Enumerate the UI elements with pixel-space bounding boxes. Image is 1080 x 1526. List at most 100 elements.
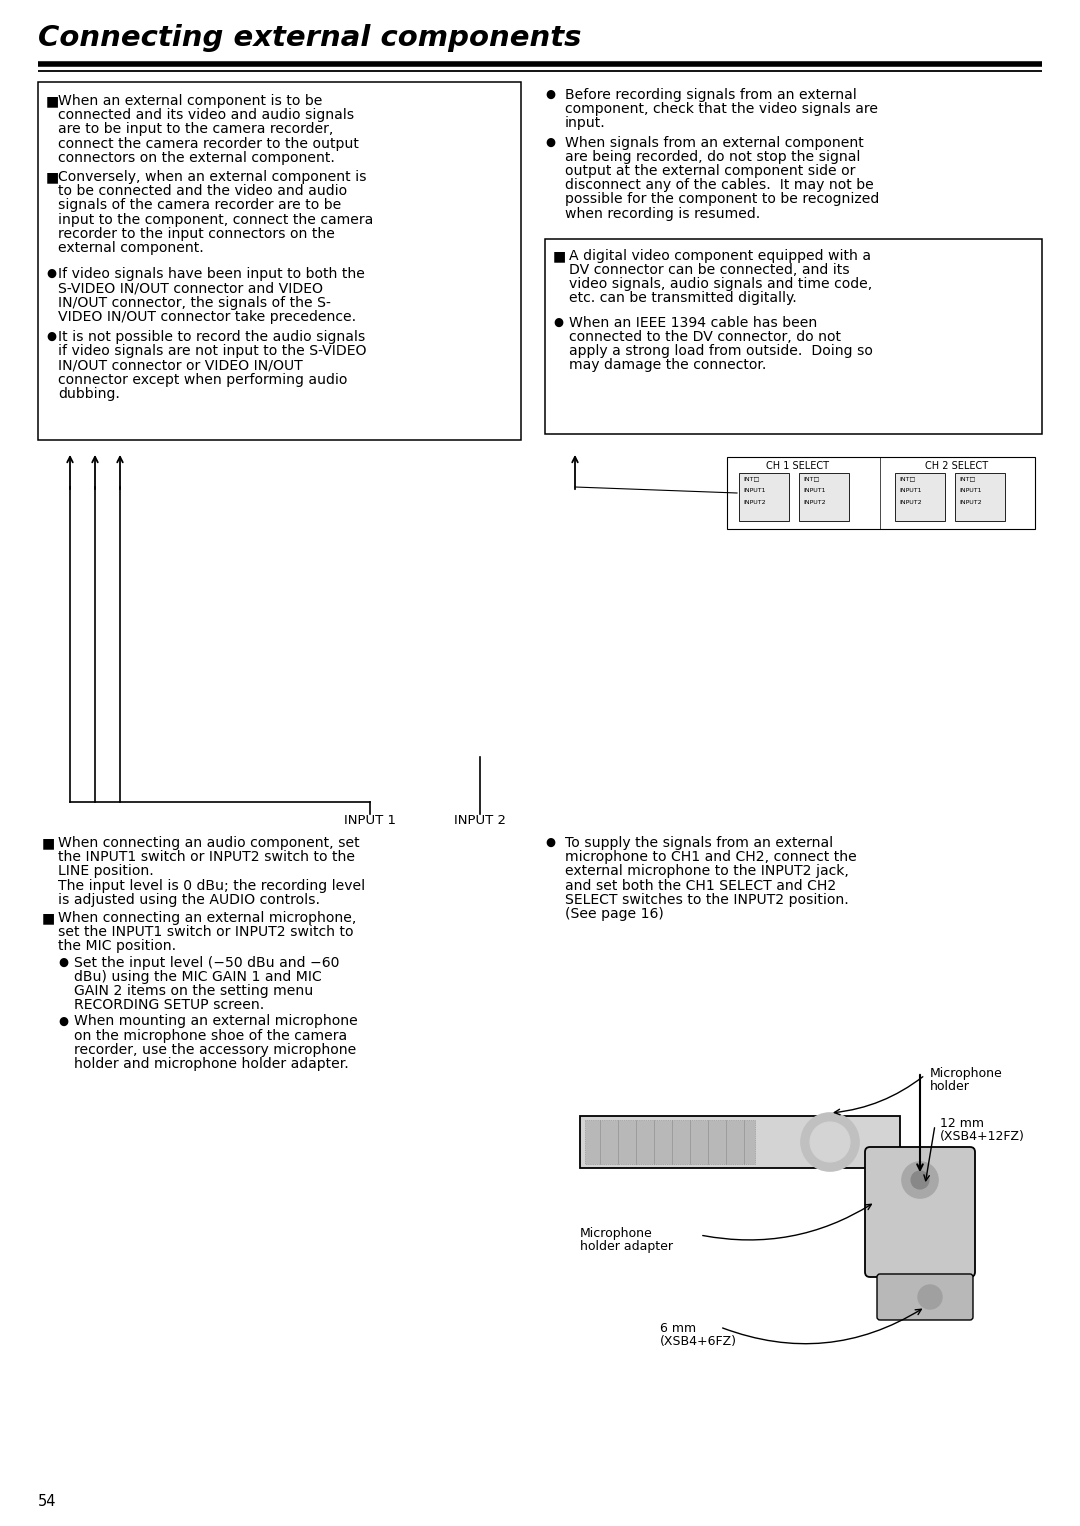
Text: the INPUT1 switch or INPUT2 switch to the: the INPUT1 switch or INPUT2 switch to th…: [58, 850, 355, 864]
Text: on the microphone shoe of the camera: on the microphone shoe of the camera: [75, 1029, 347, 1042]
Text: 54: 54: [38, 1494, 56, 1509]
Text: connected and its video and audio signals: connected and its video and audio signal…: [58, 108, 354, 122]
Text: When connecting an audio component, set: When connecting an audio component, set: [58, 836, 360, 850]
Text: Before recording signals from an external: Before recording signals from an externa…: [565, 89, 856, 102]
Text: recorder to the input connectors on the: recorder to the input connectors on the: [58, 227, 335, 241]
Text: Set the input level (−50 dBu and −60: Set the input level (−50 dBu and −60: [75, 955, 339, 969]
Text: To supply the signals from an external: To supply the signals from an external: [565, 836, 833, 850]
Text: disconnect any of the cables.  It may not be: disconnect any of the cables. It may not…: [565, 179, 874, 192]
Text: When connecting an external microphone,: When connecting an external microphone,: [58, 911, 356, 925]
Text: 12 mm: 12 mm: [940, 1117, 984, 1129]
Text: component, check that the video signals are: component, check that the video signals …: [565, 102, 878, 116]
Text: input to the component, connect the camera: input to the component, connect the came…: [58, 212, 374, 226]
Text: Connecting external components: Connecting external components: [38, 24, 581, 52]
Text: INPUT 2: INPUT 2: [454, 813, 507, 827]
Text: are being recorded, do not stop the signal: are being recorded, do not stop the sign…: [565, 150, 861, 163]
Text: ●: ●: [46, 330, 56, 343]
Text: INPUT2: INPUT2: [899, 501, 921, 505]
Text: INPUT1: INPUT1: [959, 488, 982, 493]
Text: ●: ●: [545, 136, 555, 148]
Circle shape: [801, 1112, 859, 1170]
Text: the MIC position.: the MIC position.: [58, 940, 176, 954]
Text: ●: ●: [46, 267, 56, 281]
Text: dubbing.: dubbing.: [58, 386, 120, 401]
Text: if video signals are not input to the S-VIDEO: if video signals are not input to the S-…: [58, 345, 366, 359]
Text: When signals from an external component: When signals from an external component: [565, 136, 864, 150]
Text: and set both the CH1 SELECT and CH2: and set both the CH1 SELECT and CH2: [565, 879, 836, 893]
Text: INPUT1: INPUT1: [804, 488, 825, 493]
Text: microphone to CH1 and CH2, connect the: microphone to CH1 and CH2, connect the: [565, 850, 856, 864]
Text: Conversely, when an external component is: Conversely, when an external component i…: [58, 169, 366, 185]
Text: external component.: external component.: [58, 241, 204, 255]
Text: INPUT2: INPUT2: [959, 501, 982, 505]
Text: dBu) using the MIC GAIN 1 and MIC: dBu) using the MIC GAIN 1 and MIC: [75, 971, 322, 984]
Circle shape: [902, 1161, 939, 1198]
Text: ●: ●: [58, 955, 68, 969]
Text: GAIN 2 items on the setting menu: GAIN 2 items on the setting menu: [75, 984, 313, 998]
Text: 6 mm: 6 mm: [660, 1322, 697, 1335]
Text: INPUT2: INPUT2: [804, 501, 825, 505]
Text: connectors on the external component.: connectors on the external component.: [58, 151, 335, 165]
Text: ■: ■: [553, 249, 566, 262]
Text: ■: ■: [46, 169, 59, 185]
Text: ●: ●: [545, 89, 555, 101]
Bar: [799, 473, 849, 520]
Text: INT□: INT□: [899, 476, 916, 481]
Text: connect the camera recorder to the output: connect the camera recorder to the outpu…: [58, 137, 359, 151]
Text: ●: ●: [58, 1015, 68, 1027]
Circle shape: [918, 1285, 942, 1309]
Text: IN/OUT connector, the signals of the S-: IN/OUT connector, the signals of the S-: [58, 296, 330, 310]
Text: ■: ■: [42, 911, 55, 925]
Text: The input level is 0 dBu; the recording level: The input level is 0 dBu; the recording …: [58, 879, 365, 893]
Text: (See page 16): (See page 16): [565, 906, 664, 922]
Text: VIDEO IN/OUT connector take precedence.: VIDEO IN/OUT connector take precedence.: [58, 310, 356, 324]
Text: When an IEEE 1394 cable has been: When an IEEE 1394 cable has been: [569, 316, 818, 330]
Text: S-VIDEO IN/OUT connector and VIDEO: S-VIDEO IN/OUT connector and VIDEO: [58, 281, 323, 296]
FancyBboxPatch shape: [877, 1274, 973, 1320]
Text: ●: ●: [553, 316, 563, 328]
Text: CH 2 SELECT: CH 2 SELECT: [926, 461, 988, 472]
Text: etc. can be transmitted digitally.: etc. can be transmitted digitally.: [569, 291, 797, 305]
Text: Microphone: Microphone: [930, 1067, 1002, 1080]
Text: output at the external component side or: output at the external component side or: [565, 163, 855, 179]
Text: INPUT1: INPUT1: [899, 488, 921, 493]
FancyBboxPatch shape: [865, 1148, 975, 1277]
Bar: [895, 473, 945, 520]
Text: (XSB4+6FZ): (XSB4+6FZ): [660, 1335, 737, 1347]
Text: input.: input.: [565, 116, 606, 130]
Text: INPUT 1: INPUT 1: [345, 813, 396, 827]
Text: INT□: INT□: [743, 476, 759, 481]
Text: ■: ■: [42, 836, 55, 850]
Bar: [580, 1116, 900, 1167]
Text: INPUT2: INPUT2: [743, 501, 766, 505]
Bar: [545, 238, 1042, 433]
Text: holder: holder: [930, 1080, 970, 1093]
Text: is adjusted using the AUDIO controls.: is adjusted using the AUDIO controls.: [58, 893, 320, 906]
Bar: [38, 82, 521, 439]
Text: INT□: INT□: [959, 476, 975, 481]
Text: SELECT switches to the INPUT2 position.: SELECT switches to the INPUT2 position.: [565, 893, 849, 906]
Bar: [727, 456, 1035, 530]
Text: video signals, audio signals and time code,: video signals, audio signals and time co…: [569, 278, 873, 291]
Text: to be connected and the video and audio: to be connected and the video and audio: [58, 185, 347, 198]
Text: signals of the camera recorder are to be: signals of the camera recorder are to be: [58, 198, 341, 212]
Text: INT□: INT□: [804, 476, 820, 481]
Text: apply a strong load from outside.  Doing so: apply a strong load from outside. Doing …: [569, 343, 873, 359]
Text: possible for the component to be recognized: possible for the component to be recogni…: [565, 192, 879, 206]
Text: holder and microphone holder adapter.: holder and microphone holder adapter.: [75, 1058, 349, 1071]
Text: RECORDING SETUP screen.: RECORDING SETUP screen.: [75, 998, 265, 1012]
Text: CH 1 SELECT: CH 1 SELECT: [766, 461, 828, 472]
Bar: [739, 473, 789, 520]
Text: It is not possible to record the audio signals: It is not possible to record the audio s…: [58, 330, 365, 343]
Text: may damage the connector.: may damage the connector.: [569, 359, 767, 372]
Text: If video signals have been input to both the: If video signals have been input to both…: [58, 267, 365, 281]
Circle shape: [912, 1170, 929, 1189]
Text: ●: ●: [545, 836, 555, 848]
Text: LINE position.: LINE position.: [58, 864, 153, 879]
Text: external microphone to the INPUT2 jack,: external microphone to the INPUT2 jack,: [565, 864, 849, 879]
Bar: [955, 473, 1005, 520]
Text: Microphone: Microphone: [580, 1227, 652, 1241]
Text: connected to the DV connector, do not: connected to the DV connector, do not: [569, 330, 841, 343]
Text: A digital video component equipped with a: A digital video component equipped with …: [569, 249, 870, 262]
Circle shape: [810, 1122, 850, 1161]
